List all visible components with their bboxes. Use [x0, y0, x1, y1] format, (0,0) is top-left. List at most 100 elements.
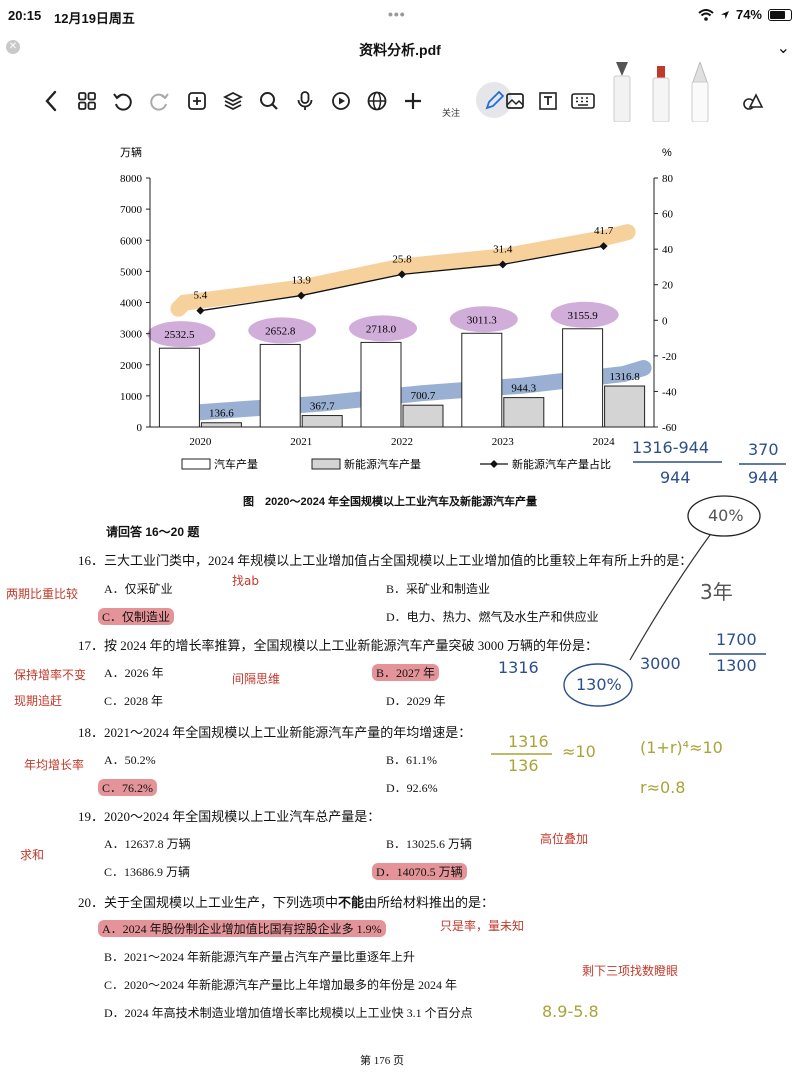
- q20-stem-bold: 不能: [338, 895, 365, 910]
- right-tick-label: -20: [662, 351, 677, 363]
- q18-option-d[interactable]: D．92.6%: [386, 781, 438, 795]
- status-date: 12月19日周五: [54, 11, 135, 26]
- marker-icon[interactable]: [650, 62, 672, 122]
- calc-frac2-bar: [739, 463, 786, 465]
- q16-option-c[interactable]: C．仅制造业: [98, 608, 175, 625]
- shapes-icon[interactable]: [738, 86, 768, 116]
- q20-option-a[interactable]: A．2024 年股份制企业增加值比国有控股企业多 1.9%: [98, 920, 386, 937]
- calc-q18-bar: [491, 753, 552, 755]
- left-tick-label: 3000: [120, 329, 143, 341]
- globe-icon[interactable]: [362, 86, 392, 116]
- left-tick-label: 1000: [120, 391, 143, 403]
- q17-option-b[interactable]: B．2027 年: [372, 664, 440, 681]
- redo-icon[interactable]: [144, 86, 174, 116]
- pen-tool-button[interactable]: [476, 82, 512, 118]
- undo-icon[interactable]: [108, 86, 138, 116]
- ratio-point: [599, 242, 608, 251]
- q18-option-c[interactable]: C．76.2%: [98, 779, 158, 796]
- follow-label[interactable]: 关注: [442, 108, 461, 118]
- car-bar: [562, 328, 604, 428]
- left-tick-label: 4000: [120, 298, 143, 310]
- highlight-car-value: [147, 321, 216, 348]
- nev-value-label: 944.3: [511, 383, 536, 395]
- car-value-label: 3011.3: [467, 314, 497, 326]
- q20-option-d[interactable]: D．2024 年高技术制造业增加值增长率比规模以上工业快 3.1 个百分点: [104, 1006, 473, 1020]
- x-tick-label: 2020: [189, 436, 212, 448]
- q20-option-b[interactable]: B．2021～2024 年新能源汽车产量占汽车产量比重逐年上升: [104, 950, 416, 964]
- q17-option-c[interactable]: C．2028 年: [104, 694, 164, 708]
- left-tick-label: 8000: [120, 173, 143, 185]
- section-heading: 请回答 16～20 题: [106, 525, 200, 539]
- pencil-icon[interactable]: [689, 62, 711, 122]
- note-q19-right: 高位叠加: [540, 832, 589, 846]
- annotation-toolbar: 关注: [30, 62, 780, 124]
- fountain-pen-icon[interactable]: [611, 62, 633, 122]
- back-icon[interactable]: [36, 86, 66, 116]
- grid-icon[interactable]: [72, 86, 102, 116]
- close-icon[interactable]: ✕: [6, 40, 20, 54]
- ratio-value-label: 5.4: [194, 290, 208, 302]
- nev-bar: [604, 385, 646, 428]
- add-page-icon[interactable]: [182, 86, 212, 116]
- record-icon[interactable]: [326, 86, 356, 116]
- q17-option-d[interactable]: D．2029 年: [386, 694, 446, 708]
- q17-option-a[interactable]: A．2026 年: [104, 666, 164, 680]
- highlight-car-value: [349, 315, 417, 342]
- nev-bar: [200, 422, 242, 428]
- question-18-stem: 18．2021～2024 年全国规模以上工业新能源汽车产量的年均增速是：: [78, 725, 472, 740]
- ratio-point: [398, 270, 406, 279]
- right-tick-label: 20: [662, 280, 674, 292]
- multitask-dots[interactable]: •••: [388, 6, 406, 22]
- note-q17-left-2: 现期追赶: [14, 694, 63, 708]
- calc-130: 130%: [576, 675, 622, 694]
- calc-q18-r: r≈0.8: [640, 778, 686, 797]
- q19-option-a[interactable]: A．12637.8 万辆: [104, 837, 191, 851]
- location-icon: [720, 10, 729, 19]
- figure-caption: 图 2020～2024 年全国规模以上工业汽车及新能源汽车产量: [243, 496, 537, 508]
- chevron-down-icon[interactable]: ⌄: [776, 40, 790, 57]
- microphone-icon[interactable]: [290, 86, 320, 116]
- calc-q18-eq: (1+r)⁴≈10: [640, 738, 723, 757]
- text-box-icon[interactable]: [533, 86, 563, 116]
- keyboard-icon[interactable]: [568, 86, 598, 116]
- left-tick-label: 6000: [120, 235, 143, 247]
- legend-swatch-car: [181, 458, 211, 470]
- q19-option-c[interactable]: C．13686.9 万辆: [104, 865, 191, 879]
- left-tick-label: 5000: [120, 266, 143, 278]
- calc-frac1-num: 1316-944: [632, 438, 710, 457]
- car-bar: [461, 332, 503, 428]
- legend-marker-ratio: [490, 460, 498, 468]
- status-time: 20:15: [8, 8, 42, 23]
- q18-option-b[interactable]: B．61.1%: [386, 753, 438, 767]
- right-tick-label: -40: [662, 386, 677, 398]
- x-tick-label: 2024: [593, 436, 616, 448]
- nev-value-label: 700.7: [411, 390, 436, 402]
- nev-bar: [503, 397, 545, 428]
- pen-icon[interactable]: [479, 86, 509, 116]
- image-icon[interactable]: [500, 86, 530, 116]
- layers-icon[interactable]: [218, 86, 248, 116]
- q16-option-d[interactable]: D．电力、热力、燃气及水生产和供应业: [386, 610, 599, 624]
- calc-frac2-den: 944: [748, 468, 779, 487]
- q16-option-b[interactable]: B．采矿业和制造业: [386, 582, 491, 596]
- car-value-label: 3155.9: [567, 310, 598, 322]
- highlight-nev-values: [184, 360, 652, 421]
- q19-option-d[interactable]: D．14070.5 万辆: [372, 863, 467, 880]
- q16-option-a[interactable]: A．仅采矿业: [104, 582, 173, 596]
- q18-option-a[interactable]: A．50.2%: [104, 753, 156, 767]
- note-q16-mid: 找ab: [232, 574, 259, 588]
- nev-value-label: 1316.8: [609, 371, 640, 383]
- calc-q18-num: 1316: [508, 732, 549, 751]
- wifi-icon: [698, 8, 714, 21]
- nev-bar: [301, 415, 343, 428]
- nev-value-label: 136.6: [209, 408, 234, 420]
- q20-option-c[interactable]: C．2020～2024 年新能源汽车产量比上年增加最多的年份是 2024 年: [104, 978, 458, 992]
- q19-option-b[interactable]: B．13025.6 万辆: [386, 837, 473, 851]
- left-tick-label: 0: [137, 422, 143, 434]
- search-icon[interactable]: [254, 86, 284, 116]
- x-tick-label: 2021: [290, 436, 312, 448]
- x-tick-label: 2023: [492, 436, 515, 448]
- legend-swatch-nev: [311, 458, 341, 470]
- right-axis-unit: %: [662, 147, 672, 159]
- add-icon[interactable]: [398, 86, 428, 116]
